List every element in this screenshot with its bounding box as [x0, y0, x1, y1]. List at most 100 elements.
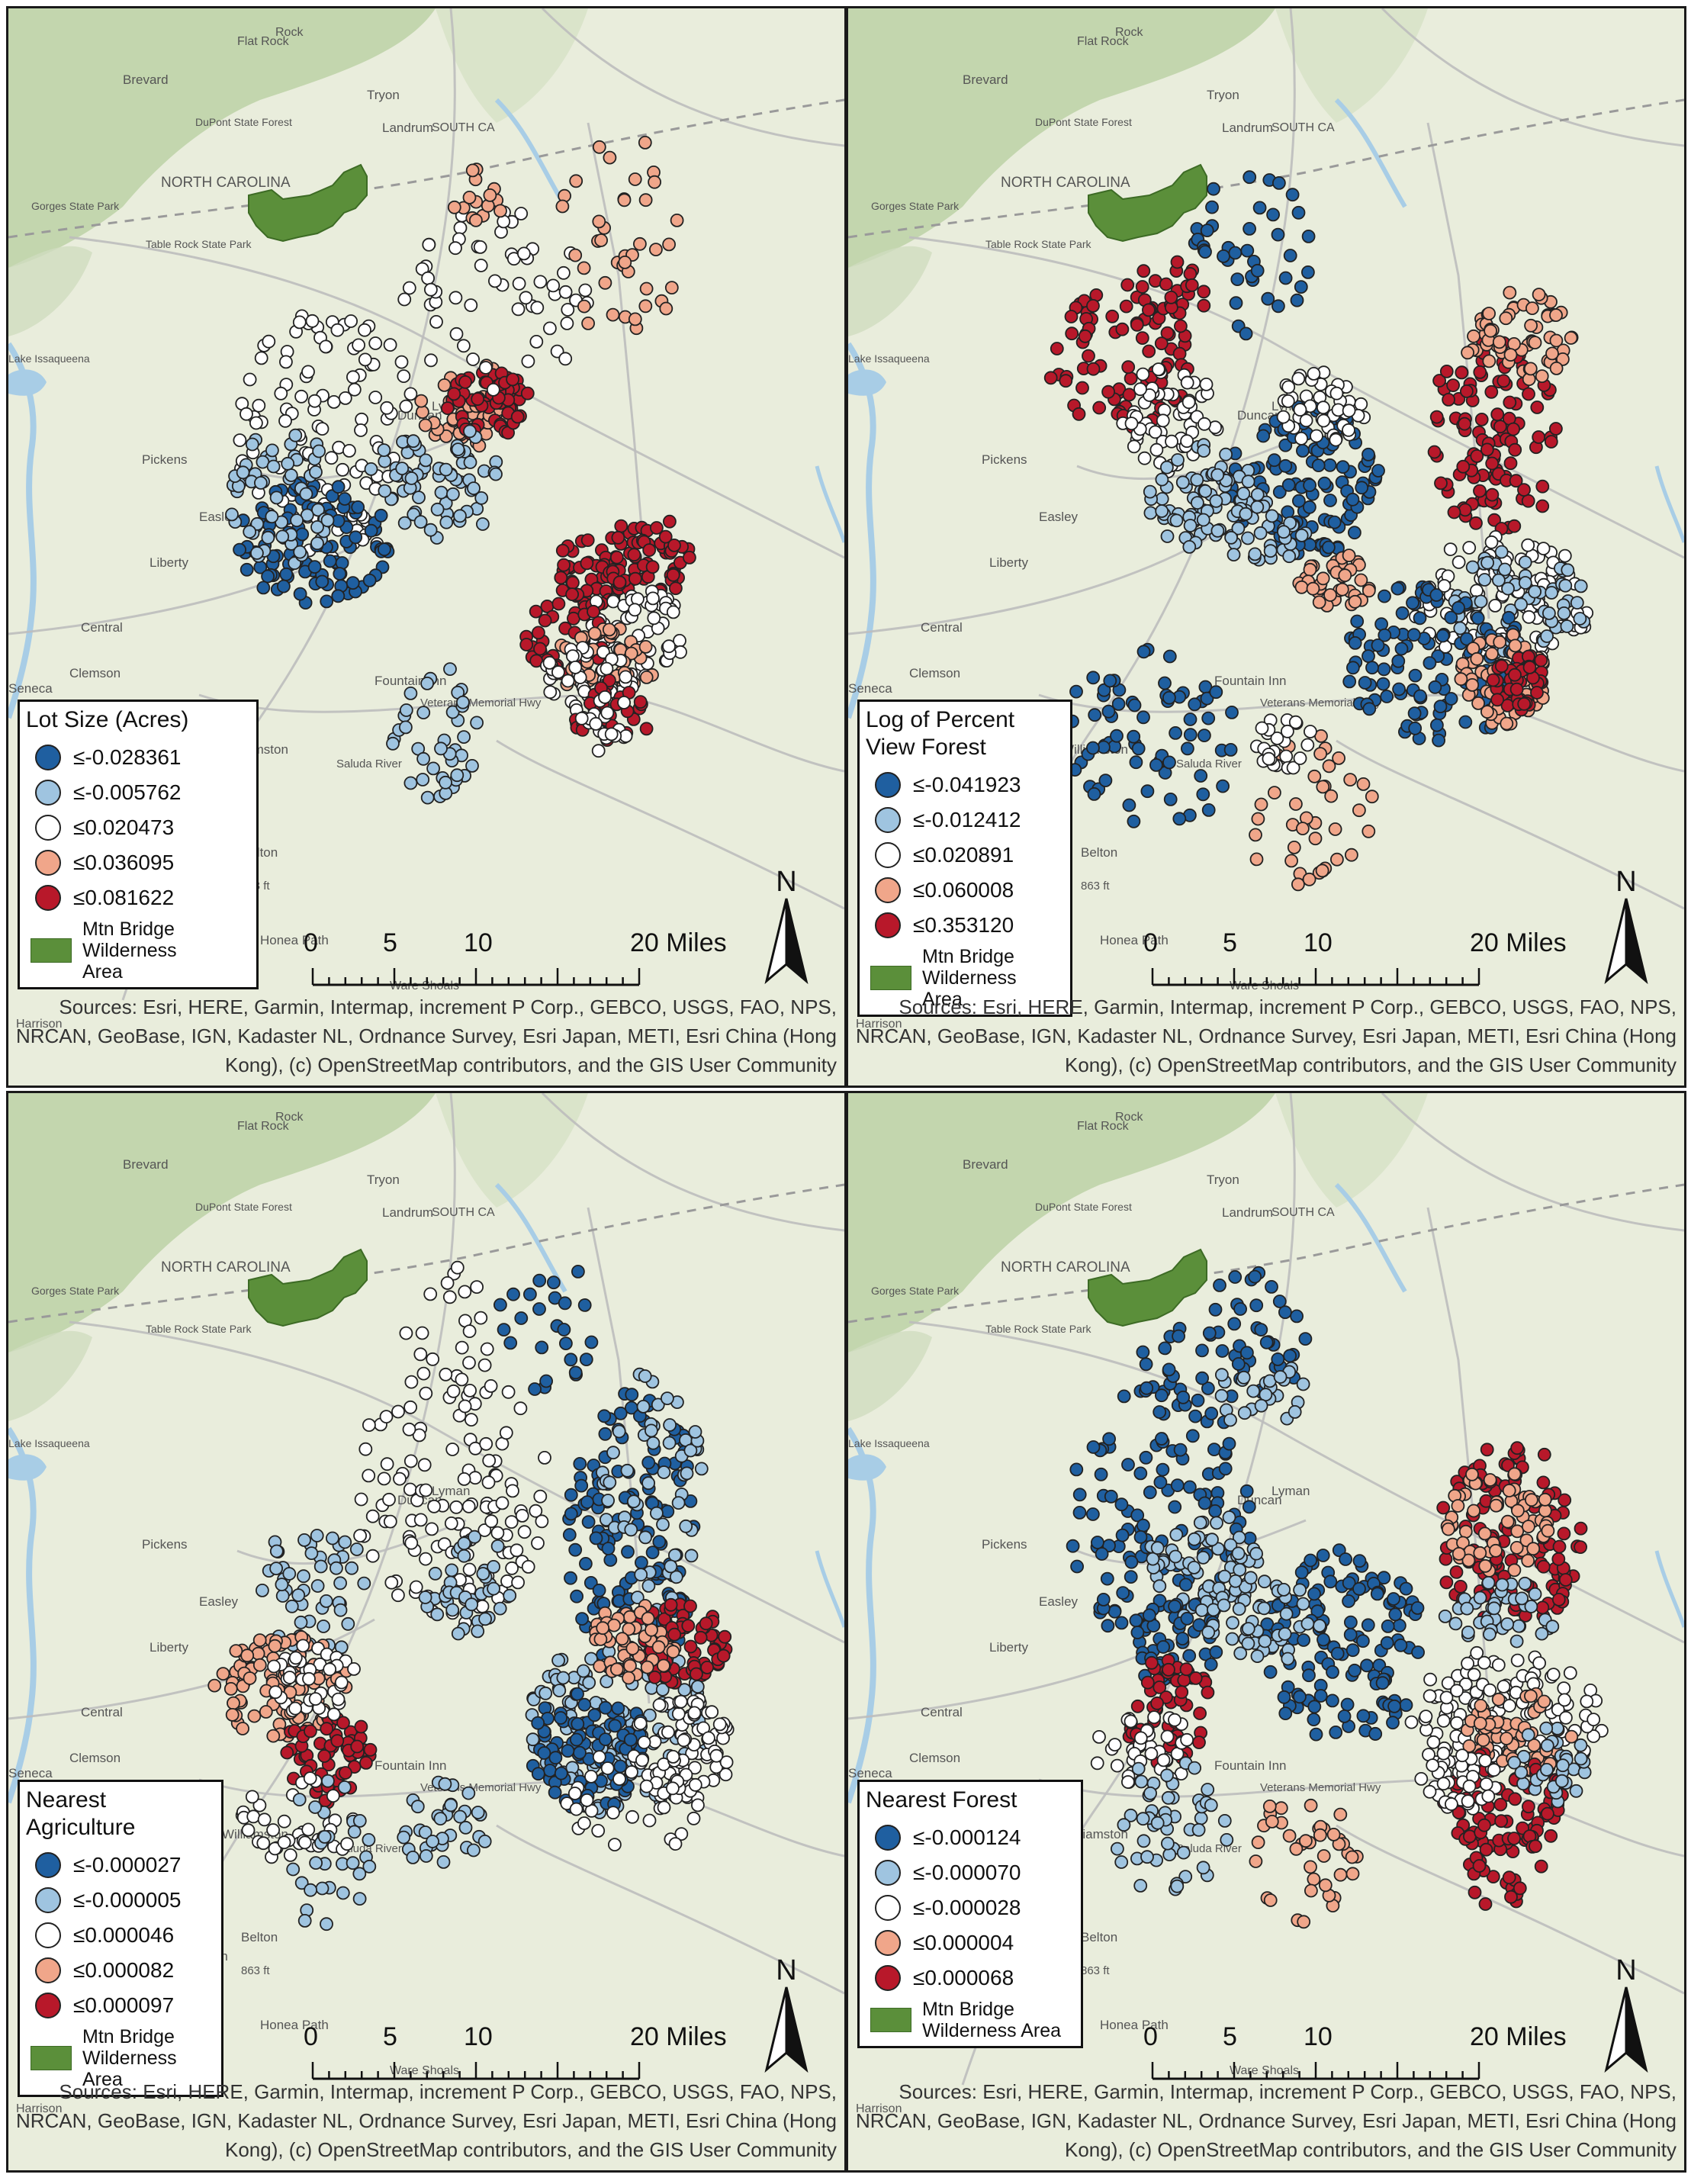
parcel-point	[477, 1835, 492, 1848]
parcel-point	[463, 1383, 477, 1398]
parcel-point	[1065, 326, 1079, 341]
parcel-point	[1183, 712, 1198, 726]
parcel-point	[1155, 472, 1169, 487]
parcel-point	[447, 200, 461, 214]
parcel-point	[1361, 649, 1375, 663]
parcel-point	[479, 1436, 493, 1451]
parcel-point	[1461, 1626, 1475, 1639]
parcel-point	[1254, 797, 1268, 812]
parcel-point	[1199, 377, 1214, 391]
parcel-point	[1587, 1713, 1601, 1726]
parcel-point	[624, 646, 638, 661]
parcel-point	[380, 1457, 394, 1472]
parcel-point	[1480, 442, 1494, 457]
parcel-point	[1191, 1393, 1205, 1407]
parcel-point	[1408, 721, 1423, 735]
scale-label: 20 Miles	[630, 928, 727, 957]
parcel-point	[1436, 1777, 1451, 1791]
place-label: NORTH CAROLINA	[1001, 175, 1130, 191]
legend-class-item: ≤0.020891	[866, 838, 1063, 873]
parcel-point	[1239, 507, 1253, 521]
parcel-point	[1262, 751, 1276, 766]
parcel-point	[506, 372, 519, 387]
parcel-point	[669, 1570, 683, 1584]
parcel-point	[1535, 479, 1550, 494]
parcel-point	[1136, 264, 1151, 278]
parcel-point	[1502, 610, 1516, 625]
place-label: Fountain Inn	[1214, 1758, 1287, 1773]
parcel-point	[624, 1523, 638, 1537]
parcel-point	[1483, 1473, 1497, 1487]
parcel-point	[709, 1748, 724, 1763]
parcel-point	[574, 711, 589, 725]
place-label: Honea Path	[260, 2018, 329, 2032]
parcel-point	[612, 1424, 626, 1439]
parcel-point	[1187, 1532, 1201, 1546]
parcel-point	[493, 1298, 507, 1312]
parcel-point	[634, 1568, 648, 1582]
parcel-point	[1293, 403, 1307, 417]
parcel-point	[1540, 629, 1554, 643]
parcel-point	[1108, 1604, 1122, 1619]
parcel-point	[613, 1759, 628, 1774]
parcel-point	[1503, 395, 1517, 410]
parcel-point	[1169, 726, 1183, 740]
parcel-point	[1115, 1528, 1130, 1542]
parcel-point	[255, 1584, 269, 1597]
parcel-point	[458, 1820, 473, 1835]
parcel-point	[1230, 272, 1245, 287]
place-label: Easley	[199, 1594, 239, 1609]
parcel-point	[1426, 1758, 1440, 1772]
parcel-point	[1222, 1510, 1236, 1524]
parcel-point	[687, 1706, 702, 1720]
parcel-point	[415, 1326, 429, 1340]
parcel-point	[584, 1335, 599, 1349]
parcel-point	[1143, 484, 1157, 499]
parcel-point	[1242, 1500, 1256, 1514]
parcel-point	[449, 1500, 464, 1514]
parcel-point	[1525, 1493, 1538, 1507]
parcel-point	[1191, 1822, 1206, 1837]
parcel-point	[657, 1465, 671, 1479]
place-label: Table Rock State Park	[985, 238, 1092, 250]
parcel-point	[650, 1506, 664, 1520]
parcel-point	[662, 1436, 677, 1450]
parcel-point	[597, 1409, 612, 1423]
parcel-point	[497, 1323, 511, 1337]
parcel-point	[1086, 671, 1101, 685]
parcel-point	[635, 1753, 649, 1767]
parcel-point	[1153, 1681, 1167, 1694]
parcel-point	[1365, 790, 1379, 804]
parcel-point	[664, 1597, 678, 1612]
parcel-point	[1141, 303, 1156, 317]
parcel-point	[233, 433, 247, 447]
parcel-point	[467, 481, 481, 495]
parcel-point	[1573, 612, 1587, 626]
parcel-point	[1301, 265, 1315, 279]
parcel-point	[254, 351, 268, 365]
parcel-point	[1570, 596, 1584, 610]
parcel-point	[399, 1326, 413, 1340]
parcel-point	[1447, 505, 1461, 519]
parcel-point	[394, 355, 409, 369]
wilderness-area-polygon	[1088, 163, 1207, 243]
parcel-point	[378, 454, 392, 468]
parcel-point	[1507, 519, 1522, 533]
parcel-point	[1225, 1632, 1239, 1646]
parcel-point	[1204, 1798, 1218, 1812]
parcel-point	[1236, 487, 1251, 500]
parcel-point	[1205, 200, 1219, 214]
parcel-point	[1503, 1699, 1516, 1713]
parcel-point	[603, 1475, 617, 1490]
parcel-point	[1411, 1645, 1425, 1659]
parcel-point	[612, 575, 627, 590]
place-label: Lake Issaqueena	[848, 352, 930, 365]
parcel-point	[1154, 336, 1169, 351]
parcel-point	[573, 1745, 587, 1760]
parcel-point	[510, 1543, 524, 1558]
place-label: SOUTH CA	[1271, 1206, 1335, 1219]
parcel-point	[690, 1667, 703, 1681]
parcel-point	[1259, 1388, 1273, 1402]
parcel-point	[532, 1302, 546, 1316]
parcel-point	[1208, 1504, 1223, 1518]
